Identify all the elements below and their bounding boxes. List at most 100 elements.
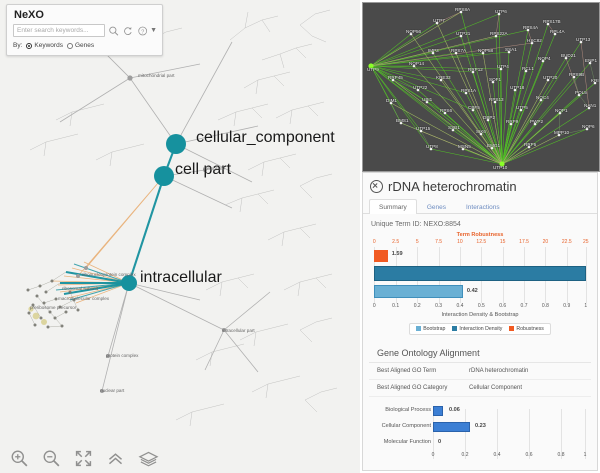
gene-label[interactable]: SSB1	[448, 125, 460, 130]
gene-label[interactable]: NOC4	[536, 95, 549, 100]
gene-label[interactable]: BMS1	[396, 118, 409, 123]
gene-label[interactable]: RPS9B	[569, 72, 585, 77]
gene-label[interactable]: UTP9	[367, 67, 379, 72]
close-circle-icon[interactable]	[370, 180, 383, 193]
tab-interactions[interactable]: Interactions	[465, 204, 500, 211]
gene-label[interactable]: RPS6	[440, 108, 453, 113]
zoom-in-icon[interactable]	[10, 449, 29, 468]
tick: 0.9	[563, 303, 571, 309]
gene-label[interactable]: ENP1	[585, 58, 598, 63]
search-icon[interactable]	[108, 25, 119, 37]
gene-label[interactable]: NOP56	[406, 29, 422, 34]
gene-label[interactable]: NOP58	[478, 48, 494, 53]
gene-label[interactable]: NOP14	[409, 61, 425, 66]
gene-label[interactable]: RPS1A	[461, 88, 477, 93]
gene-label[interactable]: EMG1	[487, 143, 501, 148]
zoom-out-icon[interactable]	[42, 449, 61, 468]
gene-label-hub[interactable]: UTP10	[493, 165, 508, 170]
gene-label[interactable]: UTP21	[456, 31, 471, 36]
tab-summary[interactable]: Summary	[369, 199, 417, 214]
legend-item-robustness[interactable]: Robustness	[509, 326, 544, 332]
gene-label[interactable]: NAN1	[584, 103, 597, 108]
legend-item-bootstrap[interactable]: Bootstrap	[416, 326, 445, 332]
gene-label[interactable]: RRP45	[388, 75, 403, 80]
gene-label[interactable]: UTP22	[413, 85, 428, 90]
radio-keywords[interactable]: Keywords	[26, 42, 63, 49]
gene-label[interactable]: RPS22A	[490, 31, 508, 36]
gene-network-panel[interactable]: UTP9 RPS8A UTP6 UTP7 RPS17B NOP56 UTP21 …	[362, 2, 600, 172]
radio-genes[interactable]: Genes	[66, 42, 94, 49]
tab-genes[interactable]: Genes	[426, 204, 446, 211]
search-input[interactable]	[13, 24, 105, 37]
legend-item-interaction-density[interactable]: Interaction Density	[452, 326, 502, 332]
chevron-down-icon[interactable]: ▼	[150, 27, 158, 34]
gene-label[interactable]: KRE33	[436, 75, 451, 80]
gene-label[interactable]: IMP3	[428, 48, 439, 53]
node-label-macromolecular-complex[interactable]: macromolecular complex	[58, 296, 110, 301]
gene-label[interactable]: UTP8	[426, 144, 438, 149]
radio-genes-dot[interactable]	[66, 42, 73, 49]
node-label-cellular-component[interactable]: cellular_component	[196, 129, 335, 146]
gene-label[interactable]: UTP4	[497, 64, 509, 69]
gene-label[interactable]: NOP4	[538, 56, 551, 61]
node-label-protein-complex[interactable]: protein complex	[106, 353, 139, 358]
gene-label[interactable]: RRP9	[506, 119, 519, 124]
gene-label[interactable]: PWP2	[530, 119, 544, 124]
gene-label[interactable]: UTP13	[576, 37, 591, 42]
collapse-icon[interactable]	[106, 449, 125, 468]
gene-label[interactable]: KRI	[591, 78, 599, 83]
node-label-cell-part[interactable]: cell part	[175, 161, 232, 178]
ontology-tree-panel[interactable]: cellular_component cell part intracellul…	[0, 0, 360, 473]
layers-icon[interactable]	[138, 449, 159, 468]
gene-label[interactable]: SOF1	[489, 77, 501, 82]
gene-label[interactable]: SSA1	[505, 47, 517, 52]
tick: 0.6	[525, 452, 533, 458]
gene-label[interactable]: UTP18	[510, 85, 525, 90]
gene-label[interactable]: RPS8A	[455, 7, 471, 12]
gene-label[interactable]: UTP15	[416, 126, 431, 131]
graph-toolbar[interactable]	[0, 443, 360, 473]
node-label-ribonucleoprotein-complex[interactable]: ribonucleoprotein complex	[82, 272, 136, 277]
gene-label[interactable]: UTP6	[495, 9, 507, 14]
node-label-intracellular-part[interactable]: intracellular part	[222, 328, 255, 333]
gene-label[interactable]: RPS17B	[543, 19, 561, 24]
fit-screen-icon[interactable]	[74, 449, 93, 468]
gene-label[interactable]: POL5	[575, 90, 587, 95]
gene-label[interactable]: DBP2	[483, 115, 496, 120]
gene-label[interactable]: DIM1	[386, 98, 397, 103]
gene-label[interactable]: CBF5	[468, 105, 480, 110]
gene-label[interactable]: RPL4A	[550, 29, 565, 34]
gene-label[interactable]: RPS13	[489, 97, 504, 102]
gene-label[interactable]: UTP7	[433, 18, 445, 23]
gene-label[interactable]: BUD21	[561, 53, 576, 58]
node-label-mitochondrial-part[interactable]: mitochondrial part	[138, 73, 175, 78]
gene-label[interactable]: RPS7A	[451, 48, 467, 53]
node-label-preribosome-precursor[interactable]: preribosome precursor	[30, 305, 77, 310]
gene-label[interactable]: NOP6	[582, 124, 595, 129]
gene-label[interactable]: MSN5	[458, 144, 471, 149]
node-label-ribosomal-subunit[interactable]: ribosomal subunit	[62, 286, 99, 291]
node-label-intracellular[interactable]: intracellular	[140, 269, 222, 286]
term-detail-panel[interactable]: rDNA heterochromatin Summary Genes Inter…	[362, 172, 598, 471]
search-row[interactable]: ? ▼	[13, 24, 157, 37]
detail-tabs[interactable]: Summary Genes Interactions	[363, 198, 597, 214]
gene-label[interactable]: RRP12	[468, 67, 483, 72]
node-label-membrane[interactable]: membrane	[203, 166, 225, 171]
gene-label[interactable]: RPS4A	[523, 25, 539, 30]
gene-label[interactable]: UTP5	[516, 105, 528, 110]
reset-icon[interactable]	[122, 25, 133, 37]
ontology-tree-graph[interactable]	[0, 0, 360, 473]
help-icon[interactable]: ?	[137, 25, 148, 37]
gene-label[interactable]: NOP1	[555, 108, 568, 113]
search-by-row[interactable]: By: Keywords Genes	[13, 42, 157, 49]
gene-label[interactable]: HSC82	[527, 38, 542, 43]
node-label-nuclear-part[interactable]: nuclear part	[100, 388, 125, 393]
gene-label[interactable]: RRP5	[524, 142, 537, 147]
gene-label[interactable]: UTP20	[543, 75, 558, 80]
gene-label[interactable]: SIK6	[476, 129, 486, 134]
gene-label[interactable]: UBI1	[422, 97, 433, 102]
gene-label[interactable]: RCL1	[522, 66, 534, 71]
gene-label[interactable]: MPP10	[554, 130, 570, 135]
search-card[interactable]: NeXO ? ▼ By:	[6, 4, 163, 56]
radio-keywords-dot[interactable]	[26, 42, 33, 49]
